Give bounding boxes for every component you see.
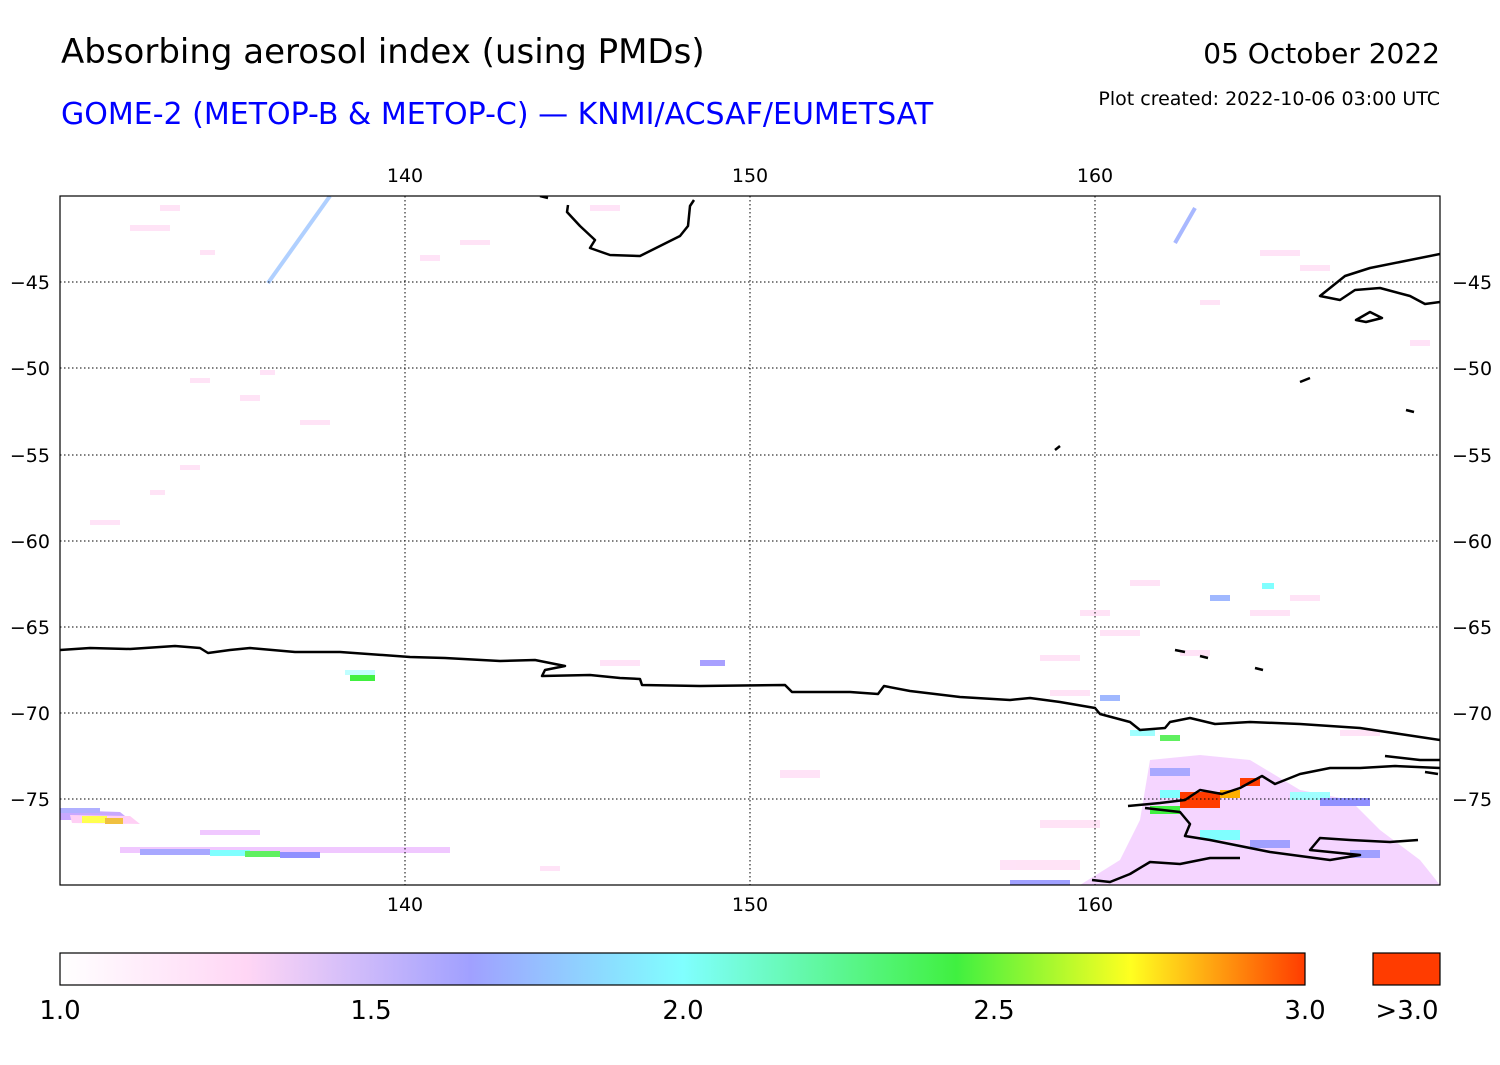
colorbar-tick-2-5: 2.5 (973, 996, 1014, 1026)
stewart-island (1354, 310, 1384, 324)
map-title: Absorbing aerosol index (using PMDs) (61, 32, 705, 72)
colorbar-tick-1-0: 1.0 (39, 996, 80, 1026)
colorbar-overflow-label: >3.0 (1375, 996, 1438, 1026)
lon-tick-top-150: 150 (732, 165, 768, 187)
lon-tick-bottom-160: 160 (1077, 894, 1113, 916)
ross-ice-coastline (1144, 806, 1419, 862)
lat-tick-right-45: −45 (1452, 272, 1492, 294)
balleny-islands (1174, 648, 1264, 672)
lon-tick-top-160: 160 (1077, 165, 1113, 187)
new-zealand-coastline (1318, 252, 1440, 306)
lat-tick-left-50: −50 (10, 358, 50, 380)
lat-tick-right-70: −70 (1452, 703, 1492, 725)
campbell-island (1405, 408, 1415, 414)
colorbar-tick-1-5: 1.5 (350, 996, 391, 1026)
lon-tick-bottom-140: 140 (387, 894, 423, 916)
ross-ice-lower (1091, 856, 1240, 884)
gridlines (60, 196, 1440, 885)
date-label: 05 October 2022 (1203, 37, 1440, 70)
antarctica-coastline (60, 644, 1440, 742)
coastlines (60, 196, 1440, 884)
lat-tick-right-55: −55 (1452, 445, 1492, 467)
lat-tick-left-60: −60 (10, 531, 50, 553)
map-frame (59, 195, 1441, 886)
colorbar-overflow-swatch (1372, 952, 1441, 986)
lat-tick-left-75: −75 (10, 789, 50, 811)
lat-tick-left-45: −45 (10, 272, 50, 294)
lat-tick-right-75: −75 (1452, 789, 1492, 811)
colorbar-tick-2-0: 2.0 (662, 996, 703, 1026)
lat-tick-right-60: −60 (1452, 531, 1492, 553)
colorbar (59, 952, 1306, 986)
ross-sea-coast-east (1384, 754, 1440, 776)
map-subtitle: GOME-2 (METOP-B & METOP-C) — KNMI/ACSAF/… (61, 97, 934, 132)
lat-tick-left-70: −70 (10, 703, 50, 725)
lon-tick-top-140: 140 (387, 165, 423, 187)
plot-created-label: Plot created: 2022-10-06 03:00 UTC (1098, 88, 1440, 110)
lat-tick-right-65: −65 (1452, 617, 1492, 639)
colorbar-tick-3-0: 3.0 (1284, 996, 1325, 1026)
lon-tick-bottom-150: 150 (732, 894, 768, 916)
macquarie-island (1054, 445, 1061, 451)
lat-tick-right-50: −50 (1452, 358, 1492, 380)
auckland-islands (1299, 376, 1311, 384)
victoria-land-coastline (1127, 764, 1440, 808)
aerosol-background-noise (90, 205, 1430, 871)
aerosol-swath-west (60, 196, 1197, 858)
lat-tick-left-65: −65 (10, 617, 50, 639)
lat-tick-left-55: −55 (10, 445, 50, 467)
